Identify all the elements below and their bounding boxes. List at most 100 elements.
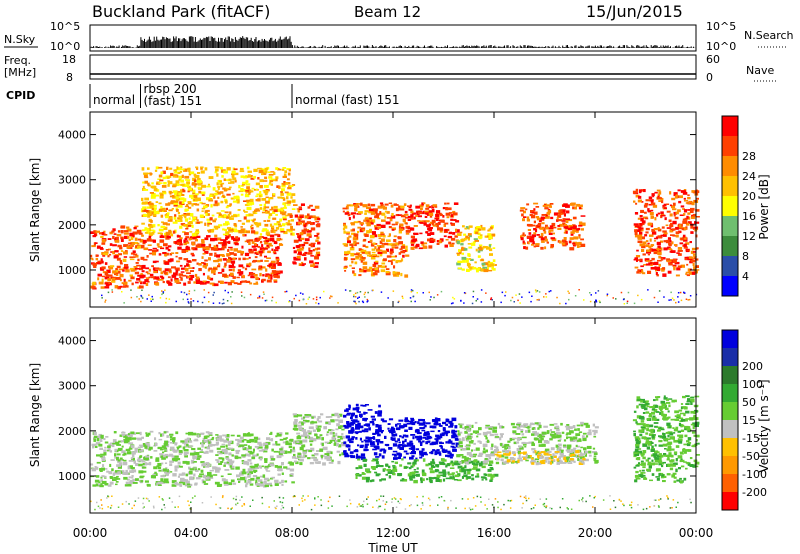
- velocity-cell: [231, 448, 235, 451]
- power-cell: [689, 210, 694, 213]
- power-cell: [199, 201, 203, 204]
- power-cell: [247, 274, 250, 277]
- velocity-cell: [159, 453, 164, 456]
- power-cell: [131, 282, 134, 286]
- power-cell: [147, 214, 151, 218]
- power-cell: [691, 216, 694, 219]
- power-cell: [298, 208, 303, 211]
- power-cell: [169, 191, 172, 195]
- power-cell: [206, 218, 211, 221]
- power-cell: [154, 169, 158, 172]
- power-cell: [184, 268, 189, 272]
- power-cell: [317, 247, 321, 250]
- power-cell: [578, 234, 581, 237]
- velocity-cell: [452, 430, 457, 433]
- power-cell: [246, 206, 252, 211]
- power-cell: [283, 181, 286, 184]
- power-cell: [411, 239, 416, 243]
- power-cell: [548, 227, 554, 230]
- power-cell: [419, 204, 424, 208]
- power-cell: [105, 249, 110, 251]
- power-cell: [150, 239, 155, 242]
- power-cell: [556, 212, 561, 215]
- power-cell: [149, 201, 152, 204]
- power-speckle: [367, 300, 369, 302]
- power-cell: [662, 233, 667, 237]
- power-cell: [431, 223, 434, 226]
- power-cell: [694, 190, 700, 194]
- velocity-cell: [200, 469, 204, 473]
- velocity-cell: [310, 447, 315, 452]
- power-cell: [116, 257, 121, 261]
- velocity-cell: [228, 462, 233, 466]
- power-cell: [682, 234, 686, 238]
- power-cell: [342, 228, 346, 231]
- power-cell: [374, 215, 379, 219]
- power-cell: [112, 250, 115, 255]
- power-cell: [242, 234, 245, 236]
- velocity-cell: [324, 453, 330, 456]
- velocity-cell: [437, 430, 441, 433]
- power-cell: [691, 190, 695, 193]
- velocity-region: [292, 412, 346, 466]
- power-cell: [373, 272, 377, 274]
- velocity-cell: [218, 463, 223, 465]
- velocity-cell: [419, 453, 425, 456]
- power-cell: [404, 274, 409, 278]
- velocity-cell: [249, 462, 253, 465]
- power-cell: [675, 194, 678, 197]
- power-cell: [90, 254, 93, 258]
- power-speckle: [150, 300, 152, 302]
- velocity-cell: [130, 457, 133, 460]
- power-cell: [647, 270, 652, 274]
- power-speckle: [271, 299, 273, 302]
- power-cell: [186, 204, 189, 207]
- power-cell: [162, 176, 166, 180]
- power-cell: [217, 196, 220, 199]
- power-cell: [674, 244, 678, 247]
- power-cell: [421, 202, 424, 206]
- power-cell: [465, 259, 469, 263]
- power-cell: [232, 268, 235, 272]
- power-cell: [644, 258, 650, 262]
- power-speckle: [293, 297, 295, 300]
- velocity-cell: [95, 483, 100, 487]
- velocity-cell: [405, 419, 409, 423]
- power-speckle: [354, 292, 357, 295]
- power-cell: [550, 237, 556, 240]
- power-cell: [537, 222, 542, 226]
- velocity-cell: [255, 482, 261, 486]
- power-ytick-label: 4000: [58, 129, 86, 142]
- power-cell: [217, 258, 222, 262]
- velocity-cell: [258, 449, 264, 452]
- power-speckle: [460, 299, 462, 302]
- power-cell: [279, 243, 282, 246]
- power-cell: [152, 208, 157, 211]
- velocity-cell: [127, 433, 130, 436]
- power-cell: [178, 273, 184, 276]
- power-cell: [217, 186, 220, 190]
- velocity-cell: [274, 465, 278, 468]
- velocity-cell: [232, 482, 237, 485]
- velocity-cell: [163, 431, 167, 434]
- power-cell: [481, 227, 486, 231]
- power-cell: [227, 188, 231, 191]
- power-cell: [545, 215, 550, 219]
- velocity-cell: [178, 481, 184, 484]
- power-cell: [469, 266, 474, 270]
- velocity-cell: [155, 458, 160, 462]
- power-cell: [186, 179, 191, 182]
- power-cell: [123, 266, 129, 269]
- power-speckle: [515, 294, 517, 296]
- power-cell: [196, 280, 201, 284]
- power-speckle: [151, 295, 153, 298]
- power-cell: [422, 245, 427, 249]
- velocity-cell: [130, 479, 134, 483]
- power-cell: [268, 198, 271, 202]
- velocity-cell: [355, 467, 359, 470]
- velocity-cell: [266, 483, 269, 485]
- power-cell: [384, 210, 388, 213]
- power-cell: [570, 233, 574, 236]
- power-speckle: [464, 292, 467, 295]
- power-cell: [186, 181, 190, 185]
